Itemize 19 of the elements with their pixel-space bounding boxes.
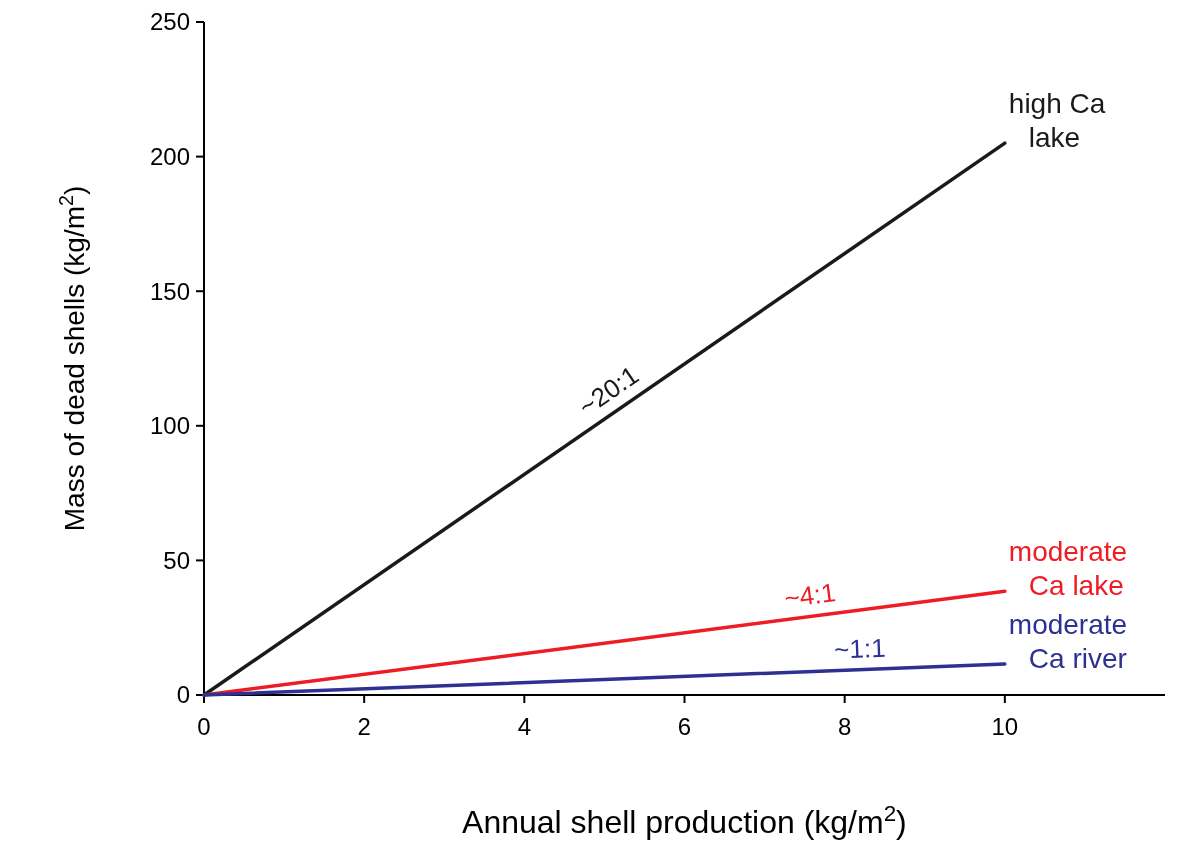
y-tick-label: 250 xyxy=(149,8,190,36)
series-label: moderate Ca river xyxy=(1008,609,1128,675)
x-tick-label: 4 xyxy=(517,713,532,740)
x-axis-title: Annual shell production (kg/m$^{2}$) xyxy=(462,800,907,840)
x-tick-label: 2 xyxy=(357,713,371,740)
series-label: moderate Ca lake xyxy=(1008,536,1128,602)
x-tick-label: 10 xyxy=(991,713,1019,740)
y-tick-label: 100 xyxy=(149,412,190,440)
annotation: ~4:1 xyxy=(782,577,838,614)
x-tick-label: 8 xyxy=(837,713,852,740)
y-tick-label: 150 xyxy=(149,277,190,305)
y-tick-label: 0 xyxy=(176,681,190,709)
y-tick-label: 50 xyxy=(163,546,190,574)
y-tick-label: 200 xyxy=(149,143,190,170)
x-tick-label: 6 xyxy=(677,713,692,740)
annotation: ~1:1 xyxy=(833,632,887,665)
x-tick-label: 0 xyxy=(197,713,211,740)
annotation: ~20:1 xyxy=(572,359,645,422)
series-label: high Ca lake xyxy=(1008,88,1106,154)
